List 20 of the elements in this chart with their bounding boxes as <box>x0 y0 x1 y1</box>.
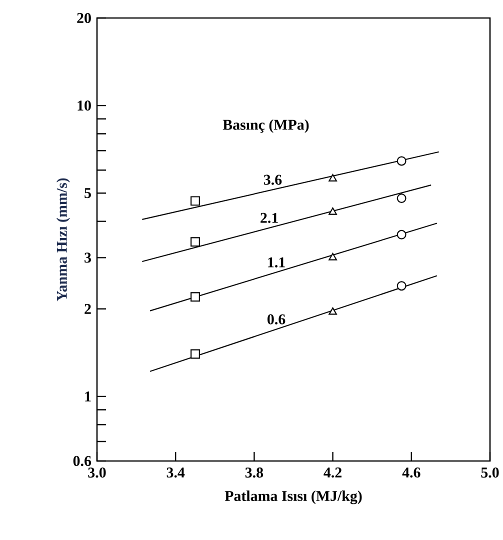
x-axis-title: Patlama Isısı (MJ/kg) <box>225 490 362 504</box>
y-tick-label: 2 <box>84 304 92 314</box>
series-label: 1.1 <box>268 257 286 268</box>
y-tick-label: 1 <box>85 392 91 402</box>
series-label: 3.6 <box>264 174 282 185</box>
y-tick-label: 0.6 <box>74 456 92 466</box>
series-label: 2.1 <box>260 212 278 224</box>
legend-title: Basınç (MPa) <box>223 119 309 133</box>
x-tick-label: 4.6 <box>402 468 420 478</box>
y-tick-label: 10 <box>78 100 92 111</box>
series-label: 0.6 <box>268 314 286 324</box>
y-tick-label: 5 <box>84 188 92 198</box>
x-tick-label: 4.2 <box>324 468 342 478</box>
x-tick-label: 3.4 <box>166 468 185 478</box>
x-tick-label: 5.0 <box>481 468 499 478</box>
x-tick-label: 3.8 <box>246 468 264 478</box>
y-tick-label: 20 <box>77 12 92 24</box>
y-axis-title: Yanma Hızı (mm/s) <box>56 178 70 302</box>
x-tick-label: 3.0 <box>88 468 106 478</box>
y-tick-label: 3 <box>84 252 92 263</box>
